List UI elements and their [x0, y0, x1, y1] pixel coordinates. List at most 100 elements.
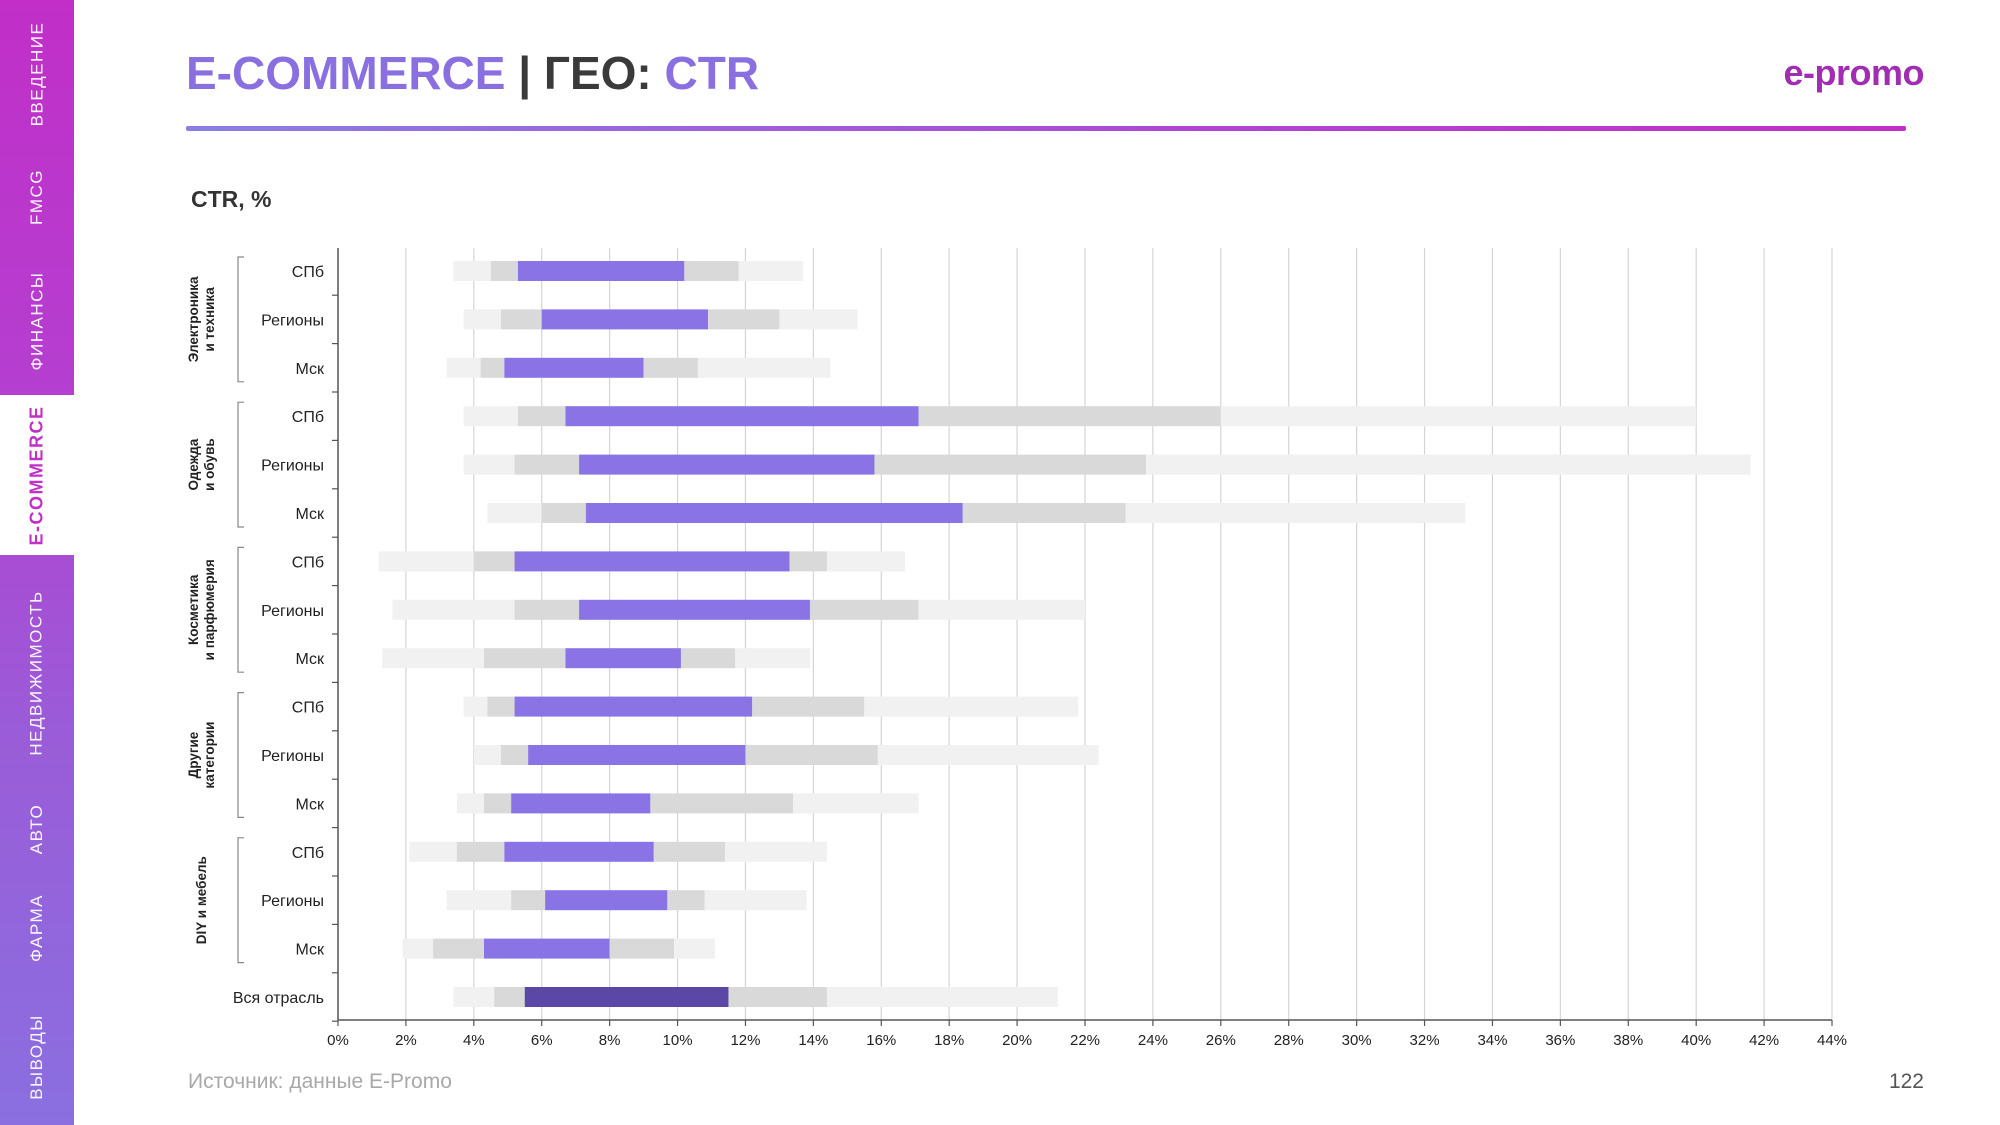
x-tick-label: 10%: [663, 1032, 693, 1049]
row-label: Регионы: [261, 893, 324, 910]
range-low-segment: [473, 551, 515, 572]
range-low-segment: [517, 406, 566, 427]
range-min-segment: [463, 454, 515, 475]
range-low-segment: [433, 938, 485, 959]
range-low-segment: [484, 648, 566, 669]
range-max-segment: [704, 890, 807, 911]
x-tick-label: 18%: [934, 1032, 964, 1049]
row-label: СПб: [292, 845, 324, 862]
row-label: Регионы: [261, 748, 324, 765]
x-tick-label: 12%: [730, 1032, 760, 1049]
range-min-segment: [463, 696, 488, 717]
x-tick-label: 0%: [327, 1032, 349, 1049]
range-high-segment: [809, 599, 919, 620]
x-tick-label: 20%: [1002, 1032, 1032, 1049]
range-max-segment: [738, 261, 804, 281]
group-label: Косметикаи парфюмерия: [186, 559, 217, 660]
range-max-segment: [918, 599, 1085, 620]
range-low-segment: [487, 696, 515, 717]
range-min-segment: [446, 890, 512, 911]
brand-logo: e-promo: [1783, 52, 1925, 93]
x-tick-label: 36%: [1545, 1032, 1575, 1049]
range-high-segment: [745, 745, 878, 765]
range-core-segment: [484, 938, 610, 959]
range-min-segment: [402, 938, 434, 959]
range-core-segment: [528, 745, 746, 765]
range-low-segment: [490, 261, 518, 281]
range-high-segment: [667, 890, 705, 911]
x-tick-label: 22%: [1070, 1032, 1100, 1049]
row-label: Мск: [295, 796, 325, 813]
range-core-segment: [579, 454, 875, 475]
group-label: DIY и мебель: [194, 856, 209, 944]
range-high-segment: [708, 309, 780, 330]
x-tick-label: 30%: [1342, 1032, 1372, 1049]
range-min-segment: [456, 793, 485, 814]
row-label: СПб: [292, 554, 324, 571]
group-bracket: [237, 546, 244, 673]
page-title: E-COMMERCE | ГЕО: CTR: [186, 46, 759, 100]
range-core-segment: [511, 793, 651, 814]
range-high-segment: [789, 551, 827, 572]
range-high-segment: [643, 357, 698, 378]
range-high-segment: [728, 987, 827, 1007]
row-label: Мск: [295, 361, 325, 378]
group-bracket: [237, 837, 244, 964]
range-max-segment: [1146, 454, 1751, 475]
x-tick-label: 32%: [1410, 1032, 1440, 1049]
group-bracket: [237, 401, 244, 528]
group-bracket: [237, 692, 244, 818]
x-tick-label: 42%: [1749, 1032, 1779, 1049]
x-tick-label: 6%: [531, 1032, 553, 1049]
chart-label: CTR, %: [191, 186, 272, 212]
range-high-segment: [684, 261, 739, 281]
range-low-segment: [500, 745, 529, 765]
row-label: Вся отрасль: [233, 990, 324, 1007]
row-label: Мск: [295, 942, 325, 959]
range-max-segment: [735, 648, 810, 669]
x-tick-label: 8%: [599, 1032, 621, 1049]
range-core-segment: [579, 599, 810, 620]
range-high-segment: [874, 454, 1147, 475]
row-label: Регионы: [261, 603, 324, 620]
range-min-segment: [409, 841, 457, 862]
range-core-segment: [514, 696, 753, 717]
range-core-segment: [504, 357, 644, 378]
range-max-segment: [792, 793, 919, 814]
range-low-segment: [494, 987, 525, 1007]
range-max-segment: [725, 841, 827, 862]
x-tick-label: 24%: [1138, 1032, 1168, 1049]
range-max-segment: [674, 938, 715, 959]
range-high-segment: [918, 406, 1221, 427]
range-core-segment: [541, 309, 709, 330]
range-max-segment: [779, 309, 858, 330]
range-high-segment: [752, 696, 865, 717]
x-tick-label: 38%: [1613, 1032, 1643, 1049]
range-core-segment: [585, 503, 963, 523]
row-label: СПб: [292, 264, 324, 281]
title-separator: | ГЕО:: [505, 47, 665, 99]
range-min-segment: [392, 599, 515, 620]
x-tick-label: 4%: [463, 1032, 485, 1049]
nav-item-3[interactable]: E-COMMERCE: [0, 395, 74, 555]
range-core-segment: [514, 551, 790, 572]
x-tick-label: 34%: [1477, 1032, 1507, 1049]
page-number: 122: [1888, 1070, 1924, 1093]
range-core-segment: [504, 841, 654, 862]
range-min-segment: [453, 261, 491, 281]
sidebar-nav: ВВЕДЕНИЕ FMCG ФИНАНСЫ E-COMMERCE НЕДВИЖИМОСТ…: [0, 0, 74, 1125]
range-min-segment: [473, 745, 501, 765]
row-label: СПб: [292, 700, 324, 717]
range-min-segment: [382, 648, 485, 669]
header-divider: [186, 126, 1906, 131]
title-section: E-COMMERCE: [186, 47, 506, 99]
range-core-segment: [517, 261, 685, 281]
range-high-segment: [680, 648, 736, 669]
range-max-segment: [864, 696, 1079, 717]
row-label: Регионы: [261, 458, 324, 475]
range-max-segment: [1220, 406, 1697, 427]
range-core-segment: [545, 890, 668, 911]
row-label: СПб: [292, 409, 324, 426]
range-low-segment: [484, 793, 512, 814]
